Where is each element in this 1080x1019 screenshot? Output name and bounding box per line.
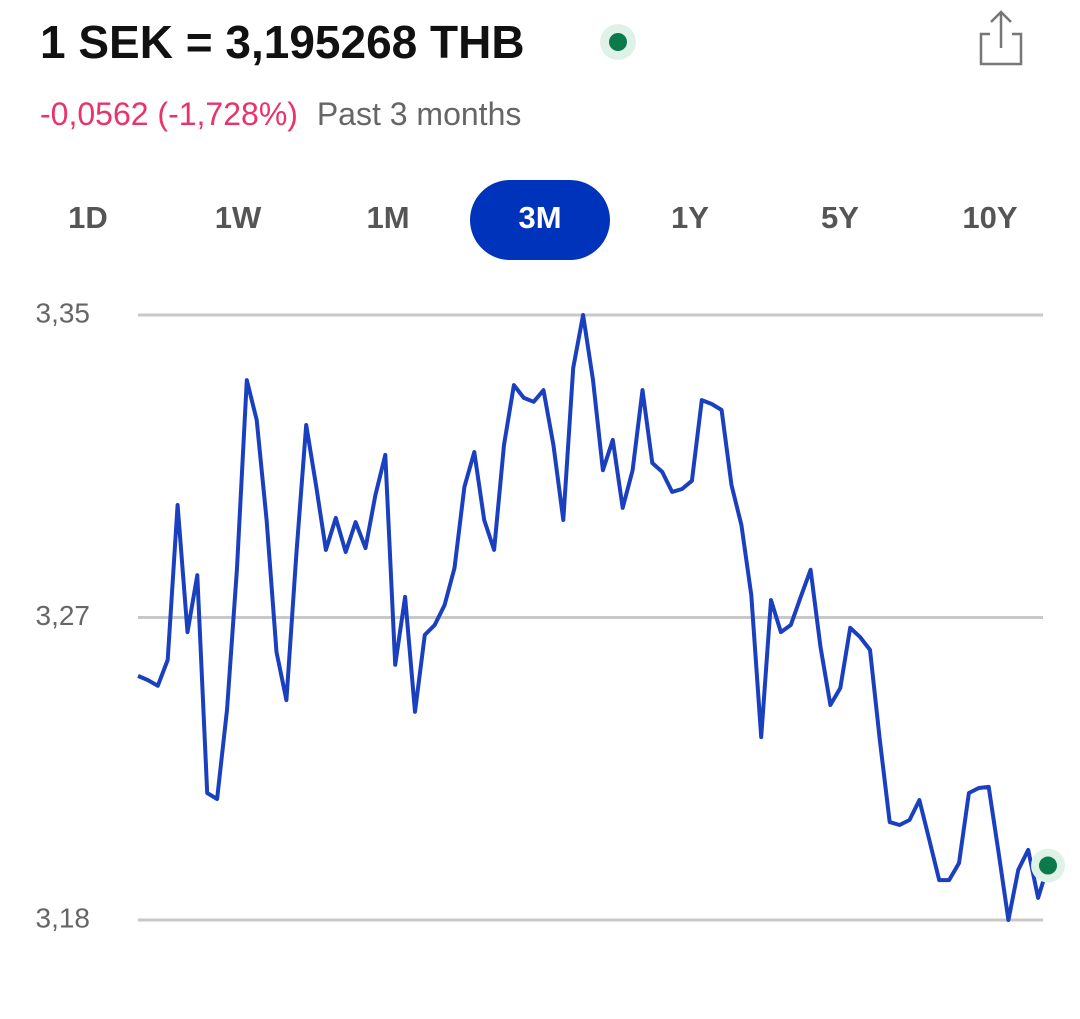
tabs: 1D 1W 1M 3M 1Y 5Y 10Y [68, 180, 1018, 260]
tab-label: 1W [215, 200, 262, 235]
tab-label: 1D [68, 200, 108, 235]
tab-label: 3M [518, 200, 561, 235]
tab[interactable]: 5Y [821, 200, 859, 235]
tab[interactable]: 1M [366, 200, 409, 235]
tab-label: 1M [366, 200, 409, 235]
period: Past 3 months [317, 96, 522, 132]
chart: 3,18 3,27 3,35 [36, 297, 1065, 933]
live-dot [609, 33, 627, 51]
share-box [979, 32, 1023, 66]
tab[interactable]: 3M [470, 180, 610, 260]
tab-label: 5Y [821, 200, 859, 235]
tab[interactable]: 10Y [962, 200, 1017, 235]
tab-label: 10Y [962, 200, 1017, 235]
change-line: -0,0562 (-1,728%) Past 3 months [40, 96, 521, 132]
rate-title: 1 SEK = 3,195268 THB [40, 16, 525, 68]
tab[interactable]: 1Y [671, 200, 709, 235]
price-line [137, 313, 1050, 922]
change: -0,0562 (-1,728%) [40, 96, 298, 132]
tab-selected-pill [470, 180, 610, 260]
tab[interactable]: 1W [215, 200, 262, 235]
tab[interactable]: 1D [68, 200, 108, 235]
y-tick-label: 3,27 [36, 600, 91, 631]
y-tick-label: 3,35 [36, 297, 91, 328]
last-point [1039, 856, 1057, 875]
y-tick-label: 3,18 [36, 902, 91, 933]
share-arrow [990, 10, 1012, 48]
tab-label: 1Y [671, 200, 709, 235]
share-button[interactable] [979, 10, 1023, 66]
